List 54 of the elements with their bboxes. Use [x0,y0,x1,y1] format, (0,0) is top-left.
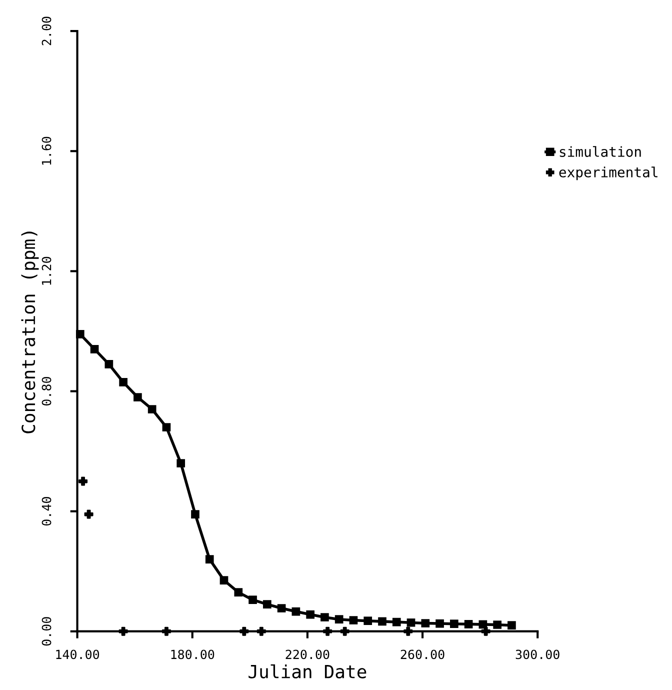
point [234,588,243,596]
y-tick-label: 1.60 [42,136,52,165]
legend-label: experimental [559,166,658,180]
y-tick-label: 2.00 [42,16,52,46]
point [481,626,490,636]
point [306,610,314,619]
y-tick-label: 0.40 [42,497,52,526]
x-axis-title: Julian Date [248,664,366,678]
point [148,405,156,414]
point [118,626,128,636]
y-axis-title: Concentration (ppm) [21,232,39,434]
point [364,616,372,626]
point [119,378,128,386]
point [220,576,228,584]
point [340,626,350,636]
y-tick-label: 1.20 [42,256,52,285]
point [90,345,99,354]
x-tick-label: 260.00 [400,650,444,660]
x-tick-label: 140.00 [56,650,100,660]
x-tick-label: 180.00 [171,650,214,660]
point [421,619,430,628]
point [277,604,286,612]
point [240,626,249,636]
point [392,618,401,626]
point [406,618,416,627]
x-tick-label: 220.00 [286,650,330,660]
point [508,621,516,630]
point [176,459,186,468]
point [404,626,413,636]
point [323,626,332,636]
point [493,620,502,629]
point [78,476,88,486]
point [320,613,329,622]
point [162,626,171,636]
point [436,619,444,628]
point [205,555,214,564]
point [104,360,114,368]
point [378,617,386,626]
point [256,626,266,636]
point [84,510,94,519]
point [292,607,300,616]
point [248,596,257,604]
point [334,615,344,624]
point [464,620,473,628]
y-tick-label: 0.00 [42,617,52,646]
point [134,393,142,402]
point [262,600,272,609]
point [191,510,200,518]
point [162,423,171,432]
point [349,616,358,624]
x-tick-label: 300.00 [516,650,560,660]
legend-label: simulation [560,146,641,157]
point [450,620,458,628]
y-tick-label: 0.80 [42,376,52,406]
